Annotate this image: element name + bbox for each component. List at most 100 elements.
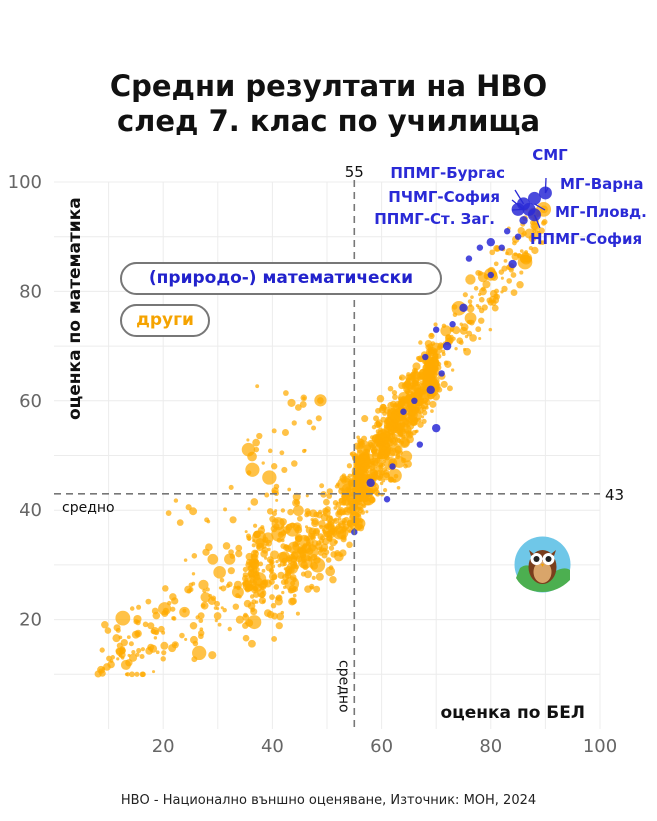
point-other	[220, 585, 227, 592]
point-other	[131, 650, 136, 655]
point-other	[470, 295, 474, 299]
point-other	[291, 460, 298, 467]
point-other	[191, 581, 196, 586]
point-other	[129, 671, 135, 678]
point-other	[424, 339, 433, 348]
point-other	[463, 347, 471, 356]
point-other	[216, 606, 220, 611]
point-other	[227, 626, 232, 632]
point-other	[368, 441, 374, 447]
point-other	[383, 452, 390, 459]
point-other	[292, 492, 301, 501]
point-other	[365, 510, 369, 514]
point-math	[426, 385, 435, 395]
point-other	[363, 444, 371, 453]
chart-title-line1: Средни резултати на НВО	[109, 69, 548, 103]
point-other	[275, 559, 279, 564]
point-other	[500, 290, 504, 294]
owl-logo-icon	[514, 536, 571, 593]
point-other	[413, 368, 418, 373]
point-other	[252, 438, 260, 447]
point-other	[311, 575, 316, 580]
point-other	[511, 252, 520, 261]
annotation-label: ППМГ-Ст. Заг.	[374, 210, 495, 228]
point-other	[319, 524, 324, 530]
point-other	[500, 276, 504, 280]
point-math	[527, 191, 541, 205]
point-other	[281, 590, 285, 595]
point-other	[255, 384, 260, 389]
point-other	[202, 588, 207, 594]
point-other	[325, 566, 336, 577]
point-other	[246, 438, 250, 442]
point-other	[186, 588, 192, 594]
annotation-arrow	[511, 208, 524, 211]
point-other	[173, 498, 179, 503]
point-other	[195, 615, 200, 620]
point-other	[251, 543, 256, 548]
point-other	[404, 460, 412, 468]
x-tick-label: 80	[479, 736, 502, 757]
point-other	[531, 223, 540, 232]
point-other	[405, 430, 409, 435]
point-other	[246, 533, 251, 539]
point-other	[382, 411, 387, 416]
point-other	[136, 604, 142, 610]
x-tick-label: 40	[261, 736, 284, 757]
point-other	[252, 523, 258, 528]
point-math	[442, 341, 452, 351]
point-other	[369, 435, 375, 440]
point-other	[391, 433, 398, 440]
point-other	[329, 538, 338, 547]
point-other	[451, 368, 455, 372]
annotation-label: МГ-Варна	[560, 175, 644, 193]
point-other	[261, 590, 265, 594]
point-other	[303, 448, 307, 452]
point-other	[182, 608, 187, 613]
point-other	[369, 458, 376, 464]
point-other	[235, 544, 243, 552]
point-other	[165, 510, 172, 517]
point-other	[250, 553, 258, 561]
point-other	[271, 428, 277, 434]
point-other	[501, 265, 508, 272]
point-other	[198, 618, 204, 624]
y-tick-label: 80	[19, 281, 42, 302]
point-other	[348, 500, 355, 507]
point-other	[488, 327, 493, 332]
point-other	[275, 622, 283, 630]
point-other	[440, 380, 448, 388]
point-math	[498, 244, 505, 251]
point-other	[269, 550, 280, 560]
point-other	[120, 638, 128, 647]
point-other	[255, 550, 259, 554]
point-other	[304, 585, 312, 593]
point-math	[508, 259, 517, 269]
point-math	[514, 233, 522, 240]
point-other	[252, 586, 258, 592]
annotation-arrow	[544, 177, 547, 193]
point-other	[256, 432, 263, 440]
point-other	[229, 516, 237, 524]
point-other	[406, 384, 413, 391]
point-other	[528, 234, 537, 243]
point-other	[436, 353, 442, 359]
point-other	[379, 481, 384, 486]
point-other	[315, 415, 322, 422]
point-other	[281, 429, 289, 437]
point-other	[264, 556, 268, 560]
point-other	[376, 423, 380, 427]
point-other	[491, 304, 499, 312]
point-other	[322, 547, 327, 552]
point-other	[284, 572, 292, 579]
point-other	[465, 274, 476, 285]
annotation-arrow	[514, 189, 525, 205]
point-other	[264, 492, 270, 498]
point-other	[395, 449, 400, 454]
point-other	[261, 461, 265, 465]
point-other	[225, 583, 231, 589]
point-other	[242, 634, 250, 642]
point-other	[416, 417, 422, 423]
point-other	[360, 484, 367, 491]
point-other	[245, 462, 260, 477]
